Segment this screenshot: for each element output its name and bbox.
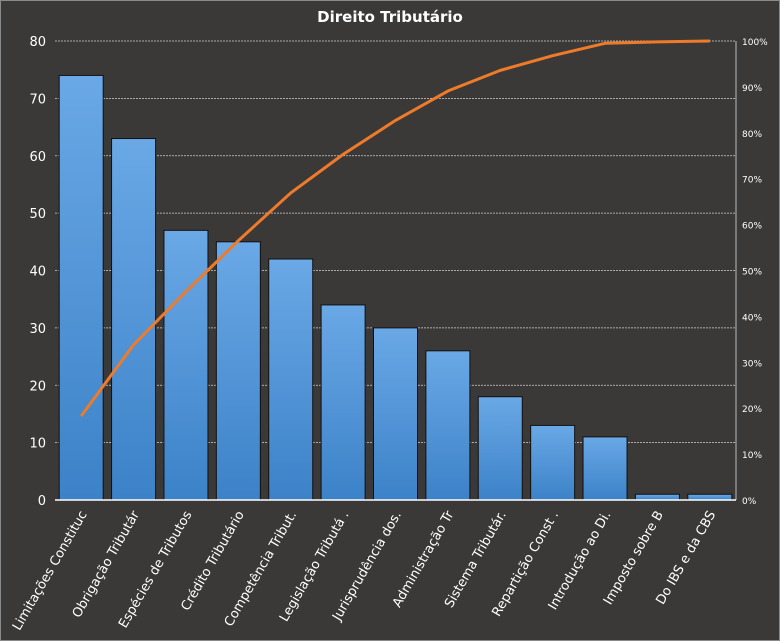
y2-tick-label: 30% — [742, 359, 762, 369]
cumulative-line — [79, 39, 710, 417]
y2-tick-label: 70% — [742, 176, 762, 186]
y-tick-label: 50 — [29, 207, 46, 222]
bar — [111, 138, 157, 501]
bar — [58, 74, 104, 501]
y-tick-label: 30 — [29, 322, 46, 337]
y2-tick-label: 50% — [742, 268, 762, 278]
y2-tick-label: 20% — [742, 405, 762, 415]
bar — [372, 327, 419, 501]
y2-tick-label: 10% — [742, 451, 762, 461]
bar — [634, 493, 680, 501]
bar — [163, 229, 209, 501]
bar — [425, 350, 471, 501]
y2-tick-label: 0% — [742, 497, 757, 507]
y-tick-label: 60 — [29, 150, 46, 165]
y-tick-label: 40 — [29, 265, 46, 280]
bar — [215, 241, 261, 501]
x-tick-label: Do IBS e da CBS — [654, 509, 720, 608]
chart-title: Direito Tributário — [317, 8, 463, 26]
bar — [582, 436, 628, 501]
y-tick-label: 70 — [29, 92, 46, 107]
bar — [687, 493, 733, 501]
y-tick-label: 80 — [29, 35, 46, 50]
bar — [530, 424, 576, 501]
y2-tick-label: 80% — [742, 130, 762, 140]
y2-tick-label: 100% — [742, 38, 768, 48]
y2-tick-label: 90% — [742, 84, 762, 94]
y-tick-label: 10 — [29, 437, 46, 452]
y-tick-label: 20 — [29, 379, 46, 394]
bar — [320, 304, 366, 501]
bar — [268, 258, 314, 501]
y2-tick-label: 40% — [742, 313, 762, 323]
y2-tick-label: 60% — [742, 222, 762, 232]
y-tick-label: 0 — [38, 494, 46, 509]
bar — [477, 396, 523, 501]
